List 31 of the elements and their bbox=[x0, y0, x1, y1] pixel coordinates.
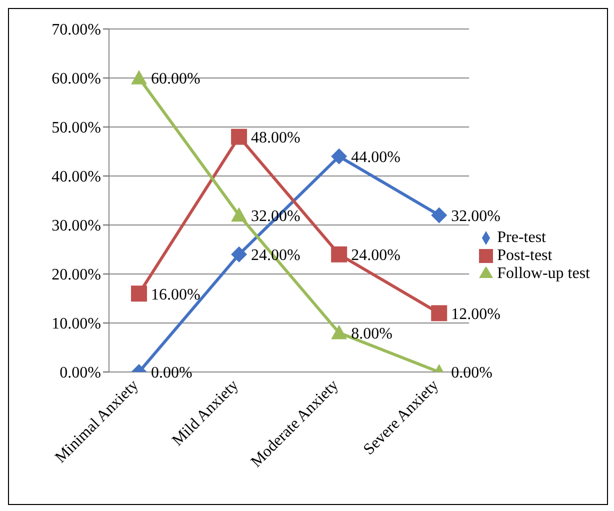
y-tick-label: 50.00% bbox=[52, 120, 101, 137]
y-tick-label: 70.00% bbox=[52, 22, 101, 39]
data-label: 12.00% bbox=[451, 306, 500, 323]
data-label: 32.00% bbox=[451, 208, 500, 225]
data-label: 8.00% bbox=[351, 325, 392, 342]
legend-label: Follow-up test bbox=[497, 264, 590, 282]
point bbox=[431, 305, 448, 322]
y-tick-label: 10.00% bbox=[52, 316, 101, 333]
point bbox=[131, 286, 147, 302]
legend-label: Post-test bbox=[497, 246, 552, 264]
point bbox=[231, 207, 248, 222]
data-label: 24.00% bbox=[351, 247, 400, 264]
legend-label: Pre-test bbox=[497, 228, 546, 246]
data-label: 16.00% bbox=[151, 286, 200, 304]
point bbox=[231, 246, 248, 262]
point bbox=[331, 324, 348, 340]
data-label: 48.00% bbox=[251, 129, 300, 146]
data-label: 44.00% bbox=[351, 149, 400, 166]
y-tick-label: 30.00% bbox=[52, 218, 101, 235]
data-label: 0.00% bbox=[451, 364, 492, 382]
y-tick-label: 20.00% bbox=[52, 266, 101, 284]
data-label: 60.00% bbox=[151, 70, 200, 88]
y-tick-label: 0.00% bbox=[60, 364, 101, 382]
point bbox=[231, 128, 248, 145]
y-tick-label: 60.00% bbox=[52, 70, 101, 88]
point bbox=[331, 246, 348, 262]
data-label: 0.00% bbox=[151, 364, 192, 382]
point bbox=[431, 207, 448, 224]
point bbox=[331, 148, 348, 164]
point bbox=[131, 70, 147, 84]
y-tick-label: 40.00% bbox=[52, 168, 101, 186]
